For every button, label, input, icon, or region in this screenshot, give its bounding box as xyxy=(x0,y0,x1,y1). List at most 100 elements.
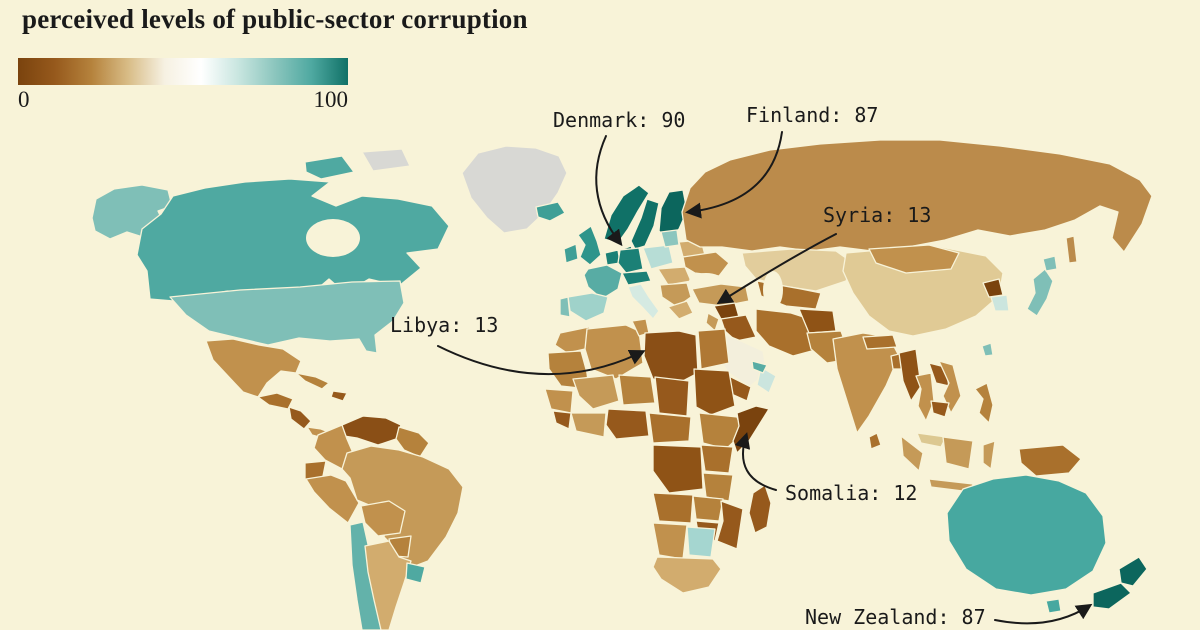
country-ghana xyxy=(570,412,607,438)
country-guatemala xyxy=(257,392,294,410)
arrow-new-zealand xyxy=(994,603,1093,625)
country-drc xyxy=(652,444,704,494)
country-baltics xyxy=(660,229,680,248)
country-chad xyxy=(654,376,690,417)
legend-min-label: 0 xyxy=(18,87,30,112)
country-uk xyxy=(577,225,602,266)
hudson-bay xyxy=(306,219,360,257)
country-nicaragua xyxy=(288,406,312,430)
country-tanzania xyxy=(702,472,734,502)
arrow-syria xyxy=(716,233,837,305)
country-new-zealand-south xyxy=(1092,582,1132,610)
legend-labels: 0 100 xyxy=(18,87,348,113)
country-arctic-island xyxy=(304,155,355,180)
annotation-finland: Finland: 87 xyxy=(746,103,878,127)
country-spain xyxy=(567,292,609,322)
country-liberia xyxy=(552,410,572,430)
country-usa xyxy=(169,280,405,354)
country-thailand xyxy=(915,372,935,422)
country-zambia xyxy=(692,495,724,522)
country-uae xyxy=(751,360,768,374)
country-japan xyxy=(1026,268,1054,317)
annotation-denmark: Denmark: 90 xyxy=(553,108,685,132)
country-vietnam xyxy=(938,360,962,414)
country-mali xyxy=(572,374,620,410)
annotation-new-zealand: New Zealand: 87 xyxy=(805,605,986,629)
country-cambodia xyxy=(930,400,950,418)
country-oman xyxy=(756,366,777,394)
country-australia xyxy=(946,474,1107,596)
country-papua xyxy=(1018,444,1082,477)
country-namibia xyxy=(652,522,688,560)
country-japan-hokkaido xyxy=(1042,255,1058,272)
country-iceland xyxy=(535,201,566,222)
country-canada xyxy=(136,178,450,302)
country-china xyxy=(842,246,1004,337)
country-mexico xyxy=(205,338,302,398)
arrow-denmark xyxy=(595,135,623,247)
country-philippines xyxy=(974,382,994,424)
caspian-sea xyxy=(763,271,783,309)
country-somalia xyxy=(732,405,770,454)
country-sudan xyxy=(693,368,736,416)
country-germany xyxy=(617,247,644,274)
arrow-libya xyxy=(437,345,646,376)
country-portugal xyxy=(559,296,571,318)
country-france xyxy=(583,264,623,300)
country-mongolia xyxy=(868,244,960,274)
country-peru xyxy=(305,474,360,524)
country-algeria xyxy=(584,324,644,380)
country-botswana xyxy=(686,526,716,558)
arrow-finland xyxy=(685,131,783,219)
country-libya xyxy=(643,330,699,384)
legend-gradient-bar xyxy=(18,58,348,85)
country-russia xyxy=(681,139,1153,253)
country-south-africa xyxy=(652,556,722,594)
page-title: perceived levels of public-sector corrup… xyxy=(22,4,528,34)
annotation-layer: Denmark: 90 Finland: 87 Syria: 13 Libya:… xyxy=(390,103,1093,629)
country-mozambique xyxy=(716,500,744,550)
country-jordan xyxy=(705,312,720,332)
country-borneo xyxy=(942,436,974,470)
arrow-somalia xyxy=(734,432,777,491)
annotation-syria: Syria: 13 xyxy=(823,203,931,227)
country-cameroon xyxy=(648,412,692,444)
country-romania xyxy=(657,266,692,286)
country-senegal xyxy=(544,388,574,414)
country-madagascar xyxy=(748,484,772,534)
country-angola xyxy=(652,492,694,524)
country-sakhalin xyxy=(1065,235,1078,264)
country-argentina xyxy=(364,540,412,630)
country-taiwan xyxy=(981,342,994,357)
country-bolivia xyxy=(360,500,406,537)
color-legend: 0 100 xyxy=(18,58,348,113)
country-sumatra xyxy=(900,435,924,472)
country-poland xyxy=(642,244,674,270)
country-nepal xyxy=(862,334,898,350)
country-venezuela xyxy=(341,415,402,446)
country-ireland xyxy=(563,243,579,264)
country-cuba xyxy=(295,372,330,390)
annotation-libya: Libya: 13 xyxy=(390,313,498,337)
country-ukraine xyxy=(682,251,730,277)
legend-max-label: 100 xyxy=(313,87,349,112)
countries xyxy=(91,139,1153,630)
country-uruguay xyxy=(405,562,426,584)
country-kenya xyxy=(700,444,734,474)
country-alpine xyxy=(621,270,652,286)
country-italy xyxy=(627,283,660,320)
country-sulawesi xyxy=(982,440,996,470)
country-hispaniola xyxy=(330,390,348,402)
country-egypt xyxy=(697,328,730,370)
country-myanmar xyxy=(898,348,922,402)
country-arctic-island-nodata xyxy=(361,148,411,172)
country-greece xyxy=(667,300,694,320)
header: perceived levels of public-sector corrup… xyxy=(0,0,528,35)
country-nigeria xyxy=(605,408,650,440)
country-niger xyxy=(618,374,656,406)
country-india xyxy=(832,332,900,434)
country-south-korea xyxy=(990,294,1010,312)
country-sri-lanka xyxy=(868,432,882,450)
